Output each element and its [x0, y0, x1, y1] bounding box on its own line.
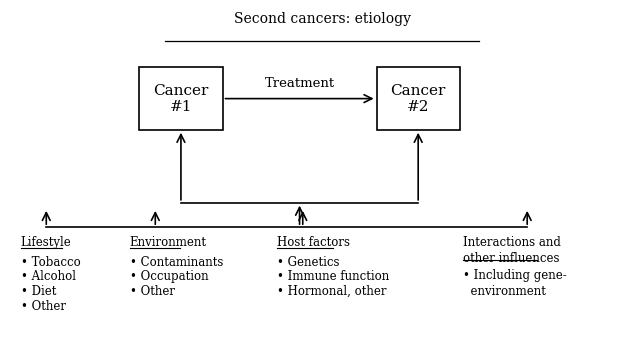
- Text: • Other: • Other: [129, 285, 175, 298]
- Text: • Alcohol: • Alcohol: [21, 271, 75, 284]
- Text: • Genetics: • Genetics: [277, 256, 339, 269]
- Text: • Other: • Other: [21, 300, 66, 313]
- Text: • Hormonal, other: • Hormonal, other: [277, 285, 386, 298]
- Text: • Diet: • Diet: [21, 285, 56, 298]
- Text: • Occupation: • Occupation: [129, 271, 208, 284]
- Text: Environment: Environment: [129, 236, 207, 249]
- Text: Interactions and
other influences: Interactions and other influences: [463, 236, 561, 265]
- Text: Cancer
#1: Cancer #1: [153, 84, 209, 114]
- Text: Host factors: Host factors: [277, 236, 350, 249]
- Text: • Immune function: • Immune function: [277, 271, 390, 284]
- Text: Cancer
#2: Cancer #2: [390, 84, 446, 114]
- FancyBboxPatch shape: [139, 67, 223, 130]
- Text: Second cancers: etiology: Second cancers: etiology: [234, 12, 410, 26]
- Text: Lifestyle: Lifestyle: [21, 236, 71, 249]
- Text: • Contaminants: • Contaminants: [129, 256, 223, 269]
- FancyBboxPatch shape: [377, 67, 460, 130]
- Text: Treatment: Treatment: [265, 77, 335, 90]
- Text: • Tobacco: • Tobacco: [21, 256, 80, 269]
- Text: • Including gene-
  environment: • Including gene- environment: [463, 269, 567, 298]
